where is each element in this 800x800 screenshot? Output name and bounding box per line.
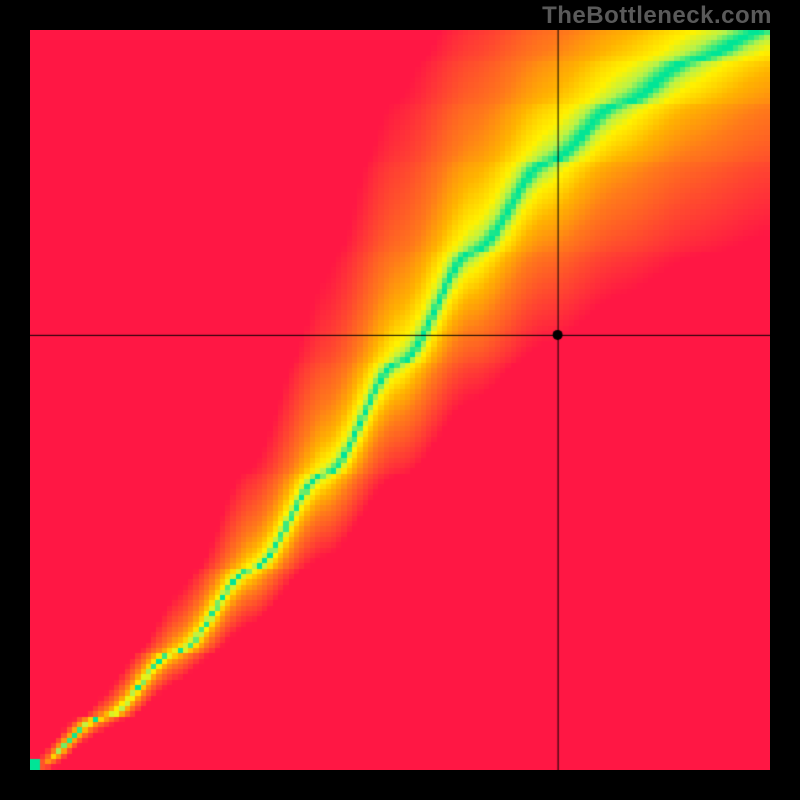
bottleneck-heatmap: [30, 30, 770, 770]
watermark-text: TheBottleneck.com: [542, 2, 772, 30]
bottleneck-chart-container: TheBottleneck.com: [0, 0, 800, 800]
